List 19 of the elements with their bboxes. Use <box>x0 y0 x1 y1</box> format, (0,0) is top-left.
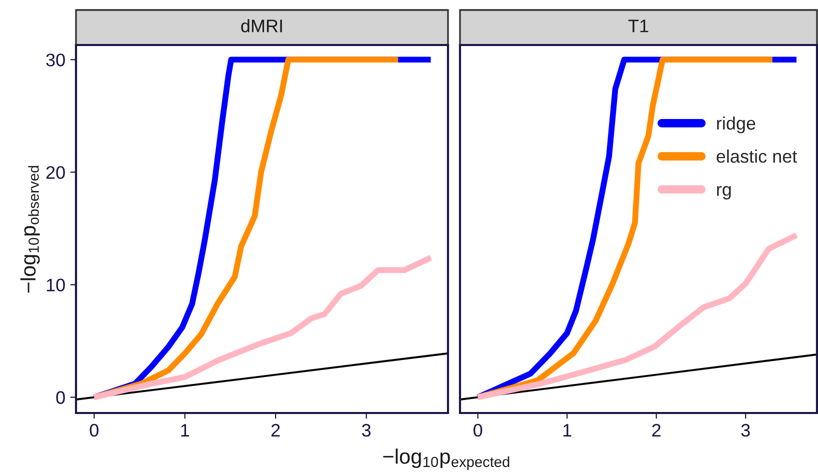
y-tick-label: 0 <box>56 391 65 404</box>
legend-label: elastic net <box>716 150 798 163</box>
x-tick-label: 3 <box>741 424 750 437</box>
x-tick-label: 1 <box>181 424 190 436</box>
x-tick-label: 2 <box>652 424 660 436</box>
legend-label: rg <box>717 186 731 200</box>
legend-label: ridge <box>717 116 756 134</box>
y-tick-label: 20 <box>46 166 65 179</box>
x-tick-label: 1 <box>563 424 572 436</box>
y-tick-label: 30 <box>46 54 65 66</box>
y-tick-label: 10 <box>46 278 65 292</box>
x-tick-label: 3 <box>362 424 371 437</box>
x-axis-title: −log$_{10}$p$_{expected}$ <box>383 448 510 470</box>
x-tick-label: 2 <box>272 424 280 436</box>
x-tick-label: 0 <box>90 424 98 437</box>
chart-title: dMRI <box>241 19 282 32</box>
x-tick-label: 0 <box>474 424 482 437</box>
chart-title: T1 <box>628 20 648 32</box>
y-axis-title: −log$_{10}$p$_{observed}$ <box>20 166 40 293</box>
